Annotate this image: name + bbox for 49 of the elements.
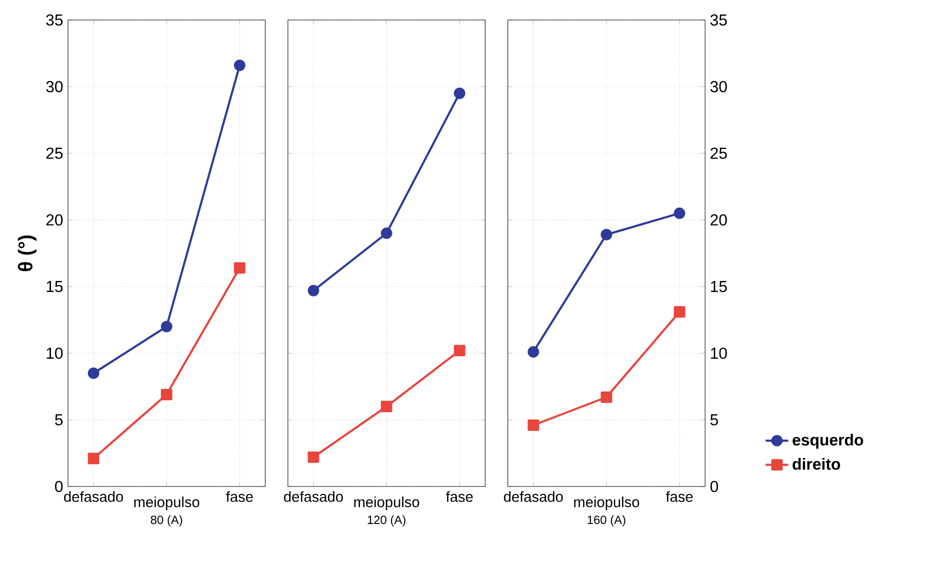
y-tick-label: 5: [710, 414, 718, 426]
x-axis-title: 120 (A): [368, 515, 406, 527]
x-tick-label: meiopulso: [354, 496, 420, 510]
y-tick-label: 35: [710, 14, 727, 26]
point: [380, 228, 392, 240]
point: [160, 388, 172, 400]
legend-label: direito: [792, 458, 840, 470]
point: [600, 392, 612, 403]
point: [234, 262, 246, 274]
y-tick-label: 30: [710, 81, 727, 92]
point: [308, 452, 320, 463]
x-tick-label: defasado: [504, 491, 563, 502]
x-tick-label: fase: [446, 491, 473, 502]
x-tick-label: defasado: [284, 491, 343, 502]
point: [528, 346, 540, 358]
point: [88, 368, 100, 379]
point: [528, 420, 540, 431]
y-tick-label: 30: [46, 81, 63, 92]
x-tick-label: meiopulso: [134, 496, 200, 510]
y-tick-label: 5: [55, 414, 63, 426]
point: [308, 284, 320, 296]
point: [234, 60, 246, 72]
x-axis-title: 80 (A): [150, 515, 182, 527]
y-tick-label: 25: [710, 148, 727, 159]
y-tick-label: 0: [55, 480, 63, 492]
y-tick-label: 20: [46, 214, 63, 226]
y-tick-label: 0: [710, 480, 718, 492]
point: [600, 228, 612, 240]
legend-label: esquerdo: [792, 434, 864, 449]
y-tick-label: 10: [710, 348, 727, 359]
y-tick-label: 35: [46, 14, 63, 26]
point: [88, 452, 100, 464]
point: [160, 320, 172, 332]
x-tick-label: defasado: [64, 491, 123, 502]
point: [674, 208, 686, 220]
point: [454, 344, 466, 356]
y-tick-label: 15: [710, 281, 727, 292]
y-tick-label: 10: [46, 348, 63, 359]
y-tick-label: 15: [46, 281, 63, 292]
point: [454, 88, 466, 100]
x-tick-label: meiopulso: [574, 496, 640, 510]
x-tick-label: fase: [226, 491, 253, 502]
x-tick-label: fase: [666, 491, 693, 502]
y-tick-label: 25: [46, 148, 63, 159]
point: [674, 306, 686, 318]
y-tick-label: 20: [710, 214, 727, 226]
point: [380, 400, 392, 412]
y-axis-title: θ (°): [18, 236, 36, 272]
x-axis-title: 160 (A): [588, 515, 626, 527]
